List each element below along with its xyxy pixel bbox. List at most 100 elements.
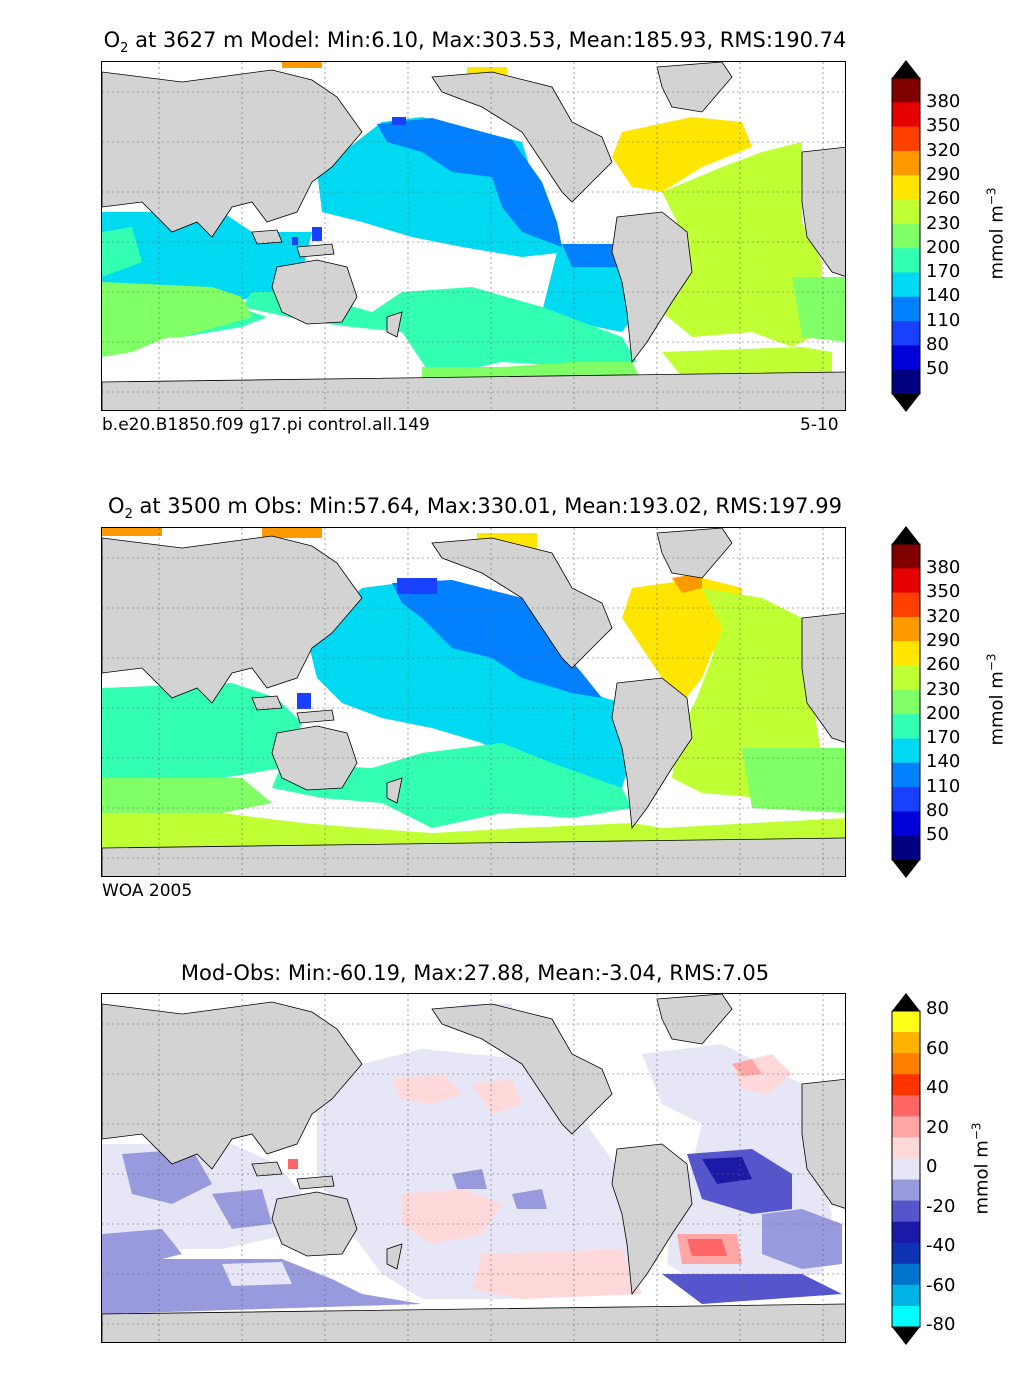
colorbar-model-svg [891,60,921,412]
colorbar-swatch [892,641,920,667]
colorbar-tick-label: 260 [926,188,961,210]
panel-2-title: O2 at 3500 m Obs: Min:57.64, Max:330.01,… [108,494,842,523]
colorbar-swatch [892,345,920,371]
colorbar-swatch [892,102,920,128]
colorbar-tick-label: 290 [926,163,961,185]
land-layer [102,994,845,1342]
colorbar-tick-label: 80 [926,334,949,355]
colorbar-swatch [892,1053,920,1075]
colorbar-tick-label: 320 [926,605,961,627]
colorbar-swatch [892,1011,920,1033]
colorbar-swatch [892,126,920,152]
colorbar-tick-label: 200 [926,702,961,724]
colorbar-swatch [892,762,920,788]
colorbar-diff-label: mmol m−3 [969,1122,993,1215]
colorbar-swatch [892,787,920,812]
colorbar-tick-label: 380 [926,557,961,578]
colorbar-tick-label: 50 [926,358,949,380]
colorbar-tick-label: -60 [926,1274,956,1296]
colorbar-swatch [892,223,920,249]
colorbar-swatch [892,616,920,642]
colorbar-swatch [892,78,920,103]
colorbar-swatch [892,1116,920,1138]
colorbar-tick-label: 170 [926,727,961,749]
colorbar-tick-label: 290 [926,629,961,651]
colorbar-obs-label: mmol m−3 [984,653,1008,746]
colorbar-obs-svg [891,526,921,878]
colorbar-diff-svg [891,993,921,1345]
panel-1-title: O2 at 3627 m Model: Min:6.10, Max:303.53… [103,28,847,57]
colorbar-tick-label: 320 [926,139,961,161]
colorbar-swatch [892,1263,920,1286]
map-diff [101,993,846,1343]
colorbar-swatch [892,1242,920,1265]
colorbar-tick-label: -40 [926,1235,956,1256]
map-obs [101,527,846,877]
colorbar-tick-label: 80 [926,800,949,821]
colorbar-tick-label: 140 [926,751,961,773]
colorbar-tick-label: 200 [926,236,961,258]
colorbar-extend-top [892,993,920,1011]
colorbar-swatch [892,811,920,837]
colorbar-diff [891,993,921,1345]
colorbar-tick-label: 110 [926,309,961,331]
colorbar-swatch [892,199,920,225]
colorbar-tick-label: 60 [926,1037,949,1059]
colorbar-extend-top [892,60,920,78]
colorbar-swatch [892,248,920,273]
colorbar-swatch [892,665,920,691]
ocean-fill-layer [102,62,845,387]
colorbar-tick-label: 40 [926,1077,949,1098]
colorbar-tick-label: 110 [926,775,961,797]
colorbar-tick-label: 230 [926,678,961,700]
colorbar-swatch [892,1095,920,1117]
colorbar-extend-top [892,526,920,544]
land-layer [102,528,845,876]
map-model [101,61,846,411]
colorbar-model [891,60,921,412]
colorbar-swatch [892,568,920,594]
colorbar-tick-label: 80 [926,998,949,1019]
colorbar-obs [891,526,921,878]
colorbar-tick-label: 350 [926,115,961,137]
colorbar-swatch [892,272,920,298]
colorbar-extend-bottom [892,394,920,412]
colorbar-tick-label: 50 [926,824,949,846]
colorbar-tick-label: 20 [926,1116,949,1138]
colorbar-swatch [892,689,920,715]
map-model-svg [102,62,845,410]
colorbar-tick-label: 380 [926,91,961,112]
colorbar-tick-label: 140 [926,285,961,307]
panel-2-footer-left: WOA 2005 [102,881,193,901]
colorbar-swatch [892,1074,920,1096]
colorbar-swatch [892,1284,920,1307]
colorbar-swatch [892,175,920,201]
colorbar-tick-label: 0 [926,1156,938,1177]
grid-layer [102,528,845,876]
colorbar-swatch [892,1158,920,1181]
map-obs-svg [102,528,845,876]
colorbar-swatch [892,1179,920,1202]
grid-layer [102,994,845,1342]
colorbar-outline [891,1010,921,1328]
colorbar-swatch [892,1137,920,1159]
colorbar-extend-bottom [892,860,920,878]
colorbar-swatch [892,714,920,739]
colorbar-swatch [892,296,920,322]
colorbar-outline [891,543,921,861]
colorbar-swatch [892,544,920,569]
grid-layer [102,62,845,410]
colorbar-tick-label: 260 [926,654,961,676]
colorbar-swatch [892,1200,920,1223]
colorbar-swatch [892,835,920,861]
colorbar-swatch [892,1221,920,1244]
land-layer [102,62,845,410]
colorbar-swatch [892,1305,920,1328]
panel-3-title: Mod-Obs: Min:-60.19, Max:27.88, Mean:-3.… [180,961,770,985]
colorbar-swatch [892,321,920,346]
colorbar-tick-label: 170 [926,261,961,283]
colorbar-extend-bottom [892,1327,920,1345]
colorbar-tick-label: -80 [926,1314,956,1335]
colorbar-model-label: mmol m−3 [984,187,1008,280]
colorbar-swatch [892,738,920,764]
